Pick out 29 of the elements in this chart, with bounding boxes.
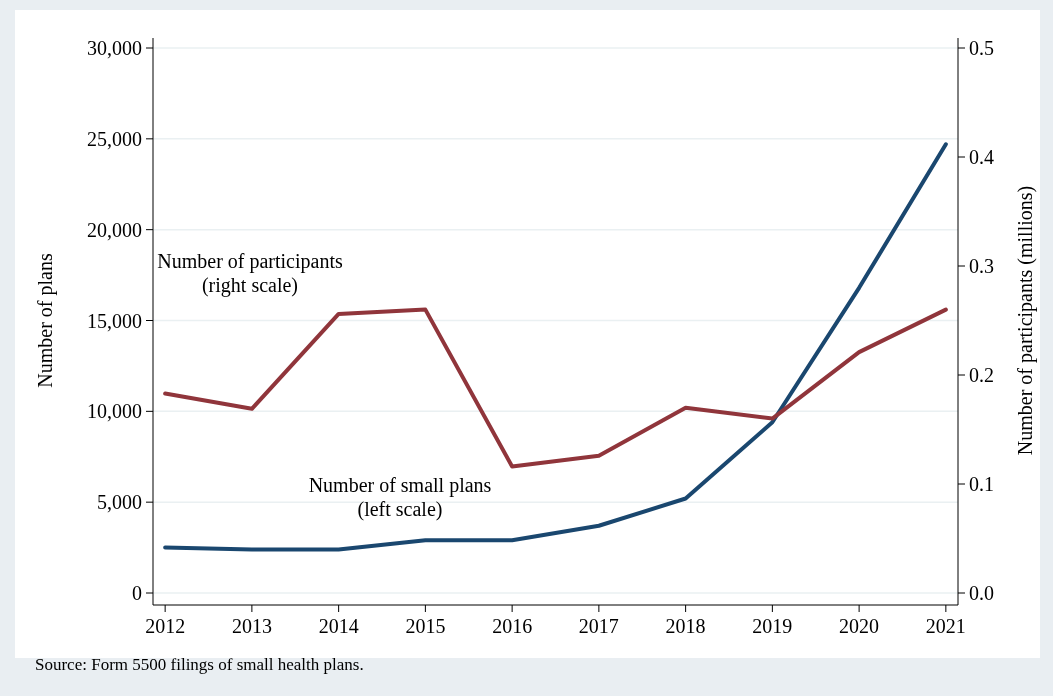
source-note: Source: Form 5500 filings of small health plans. — [35, 655, 364, 674]
y2-tick-label: 0.2 — [969, 364, 994, 386]
series-label: Number of participants (right scale) — [157, 250, 343, 297]
x-tick-label: 2019 — [752, 615, 793, 637]
x-tick-label: 2020 — [839, 615, 880, 637]
y-tick-label: 0 — [132, 582, 142, 604]
x-tick-label: 2021 — [925, 615, 966, 637]
y-tick-label: 20,000 — [87, 218, 142, 241]
line-series — [163, 307, 948, 469]
x-tick-label: 2013 — [231, 615, 272, 637]
x-tick-label: 2015 — [405, 615, 446, 637]
y2-tick-label: 0.0 — [969, 582, 994, 604]
y-tick-label: 30,000 — [87, 37, 142, 59]
x-tick-label: 2017 — [578, 615, 619, 637]
y2-tick-label: 0.3 — [969, 255, 994, 277]
x-tick-label: 2016 — [492, 615, 533, 637]
x-tick-label: 2012 — [145, 615, 186, 637]
x-tick-label: 2018 — [665, 615, 706, 637]
y-tick-label: 10,000 — [87, 400, 142, 423]
y2-axis-title: Number of participants (millions) — [1014, 185, 1037, 456]
y2-tick-label: 0.4 — [969, 146, 994, 168]
series-label: Number of small plans (left scale) — [308, 474, 492, 521]
y2-tick-label: 0.5 — [969, 37, 994, 59]
y2-tick-label: 0.1 — [969, 473, 994, 495]
y-tick-label: 25,000 — [87, 127, 142, 150]
y-tick-label: 5,000 — [97, 491, 142, 514]
y-tick-label: 15,000 — [87, 309, 142, 332]
y-axis-title: Number of plans — [34, 253, 57, 388]
x-tick-label: 2014 — [318, 615, 359, 637]
